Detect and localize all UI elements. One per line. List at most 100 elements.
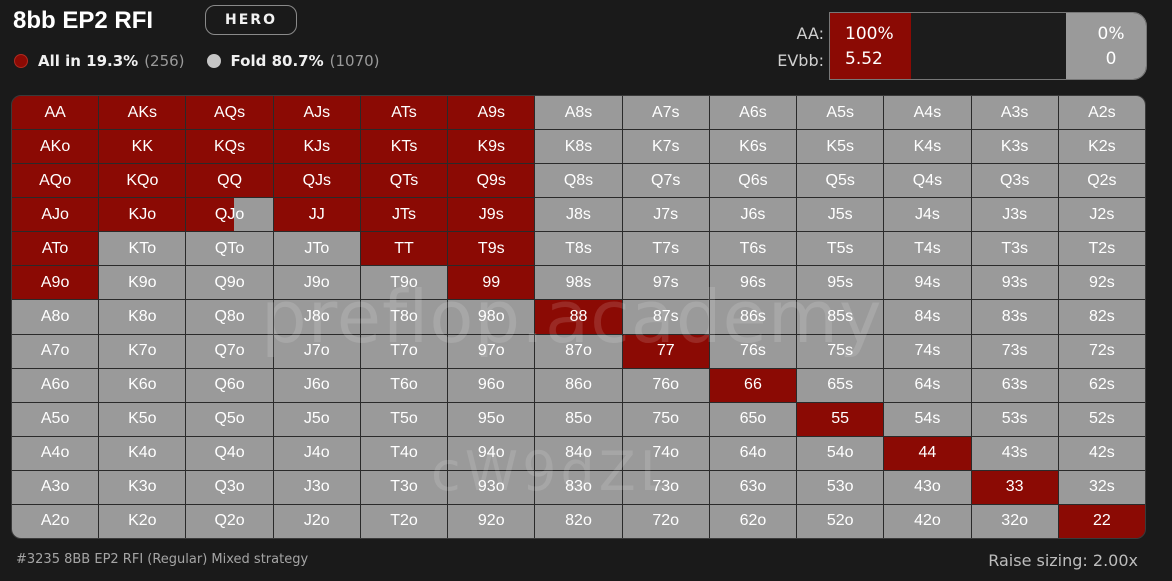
hand-cell-87o[interactable]: 87o (535, 334, 622, 368)
hand-cell-t7o[interactable]: T7o (360, 334, 448, 368)
hand-cell-j3s[interactable]: J3s (971, 198, 1058, 232)
hand-cell-j9s[interactable]: J9s (448, 198, 535, 232)
hand-cell-k6o[interactable]: K6o (99, 368, 186, 402)
hand-cell-54o[interactable]: 54o (797, 436, 884, 470)
hand-cell-a3s[interactable]: A3s (971, 96, 1058, 130)
hand-cell-85s[interactable]: 85s (797, 300, 884, 334)
hand-cell-q5o[interactable]: Q5o (186, 402, 273, 436)
hand-cell-64s[interactable]: 64s (884, 368, 971, 402)
hand-cell-j8o[interactable]: J8o (273, 300, 360, 334)
hand-cell-74s[interactable]: 74s (884, 334, 971, 368)
hand-cell-32o[interactable]: 32o (971, 504, 1058, 538)
hand-cell-kqs[interactable]: KQs (186, 130, 273, 164)
hand-cell-73o[interactable]: 73o (622, 470, 709, 504)
hand-cell-33[interactable]: 33 (971, 470, 1058, 504)
hand-cell-k7o[interactable]: K7o (99, 334, 186, 368)
hand-cell-q9o[interactable]: Q9o (186, 266, 273, 300)
hand-cell-t7s[interactable]: T7s (622, 232, 709, 266)
hand-cell-96o[interactable]: 96o (448, 368, 535, 402)
hand-cell-t2o[interactable]: T2o (360, 504, 448, 538)
hand-cell-83s[interactable]: 83s (971, 300, 1058, 334)
hand-cell-88[interactable]: 88 (535, 300, 622, 334)
hand-cell-q6s[interactable]: Q6s (709, 164, 797, 198)
hand-cell-jj[interactable]: JJ (273, 198, 360, 232)
hand-cell-qjo[interactable]: QJo (186, 198, 273, 232)
hand-cell-66[interactable]: 66 (709, 368, 797, 402)
hand-cell-t6s[interactable]: T6s (709, 232, 797, 266)
hand-cell-j3o[interactable]: J3o (273, 470, 360, 504)
hand-cell-53o[interactable]: 53o (797, 470, 884, 504)
hand-cell-k4o[interactable]: K4o (99, 436, 186, 470)
hand-cell-j7s[interactable]: J7s (622, 198, 709, 232)
hand-cell-t3o[interactable]: T3o (360, 470, 448, 504)
hand-cell-76o[interactable]: 76o (622, 368, 709, 402)
hand-cell-72o[interactable]: 72o (622, 504, 709, 538)
hand-cell-64o[interactable]: 64o (709, 436, 797, 470)
hand-cell-44[interactable]: 44 (884, 436, 971, 470)
hand-cell-k8s[interactable]: K8s (535, 130, 622, 164)
hand-cell-a6o[interactable]: A6o (12, 368, 99, 402)
hand-cell-63s[interactable]: 63s (971, 368, 1058, 402)
hand-cell-a3o[interactable]: A3o (12, 470, 99, 504)
hand-cell-a5o[interactable]: A5o (12, 402, 99, 436)
hand-cell-ato[interactable]: ATo (12, 232, 99, 266)
hand-cell-ajo[interactable]: AJo (12, 198, 99, 232)
hand-cell-t8s[interactable]: T8s (535, 232, 622, 266)
hand-cell-q4s[interactable]: Q4s (884, 164, 971, 198)
hand-cell-t5s[interactable]: T5s (797, 232, 884, 266)
hand-cell-j5s[interactable]: J5s (797, 198, 884, 232)
hand-cell-j2s[interactable]: J2s (1058, 198, 1145, 232)
hand-cell-aa[interactable]: AA (12, 96, 99, 130)
hand-cell-86s[interactable]: 86s (709, 300, 797, 334)
hand-cell-jto[interactable]: JTo (273, 232, 360, 266)
hand-cell-94s[interactable]: 94s (884, 266, 971, 300)
hand-cell-87s[interactable]: 87s (622, 300, 709, 334)
hand-cell-94o[interactable]: 94o (448, 436, 535, 470)
hand-cell-t2s[interactable]: T2s (1058, 232, 1145, 266)
hand-cell-qjs[interactable]: QJs (273, 164, 360, 198)
hand-cell-84o[interactable]: 84o (535, 436, 622, 470)
hand-cell-kk[interactable]: KK (99, 130, 186, 164)
hand-cell-k6s[interactable]: K6s (709, 130, 797, 164)
hand-cell-q8s[interactable]: Q8s (535, 164, 622, 198)
hand-cell-j4o[interactable]: J4o (273, 436, 360, 470)
hand-cell-65s[interactable]: 65s (797, 368, 884, 402)
hand-cell-82s[interactable]: 82s (1058, 300, 1145, 334)
hand-cell-a4s[interactable]: A4s (884, 96, 971, 130)
hand-cell-a7o[interactable]: A7o (12, 334, 99, 368)
hand-cell-t5o[interactable]: T5o (360, 402, 448, 436)
hand-cell-t8o[interactable]: T8o (360, 300, 448, 334)
hand-cell-55[interactable]: 55 (797, 402, 884, 436)
hand-cell-52o[interactable]: 52o (797, 504, 884, 538)
hand-cell-aks[interactable]: AKs (99, 96, 186, 130)
hand-cell-74o[interactable]: 74o (622, 436, 709, 470)
hand-cell-k8o[interactable]: K8o (99, 300, 186, 334)
hand-cell-q8o[interactable]: Q8o (186, 300, 273, 334)
hand-cell-ats[interactable]: ATs (360, 96, 448, 130)
hand-cell-72s[interactable]: 72s (1058, 334, 1145, 368)
hand-cell-q2o[interactable]: Q2o (186, 504, 273, 538)
hand-cell-q3s[interactable]: Q3s (971, 164, 1058, 198)
hand-cell-k9s[interactable]: K9s (448, 130, 535, 164)
hand-cell-k4s[interactable]: K4s (884, 130, 971, 164)
hand-cell-43s[interactable]: 43s (971, 436, 1058, 470)
hand-cell-ajs[interactable]: AJs (273, 96, 360, 130)
hand-cell-j7o[interactable]: J7o (273, 334, 360, 368)
hand-cell-j4s[interactable]: J4s (884, 198, 971, 232)
hand-cell-a9o[interactable]: A9o (12, 266, 99, 300)
hand-cell-62o[interactable]: 62o (709, 504, 797, 538)
hand-cell-q5s[interactable]: Q5s (797, 164, 884, 198)
hand-cell-32s[interactable]: 32s (1058, 470, 1145, 504)
hand-cell-t9o[interactable]: T9o (360, 266, 448, 300)
hand-cell-22[interactable]: 22 (1058, 504, 1145, 538)
hand-cell-t4s[interactable]: T4s (884, 232, 971, 266)
hand-cell-a8s[interactable]: A8s (535, 96, 622, 130)
hand-cell-qto[interactable]: QTo (186, 232, 273, 266)
hand-cell-k2o[interactable]: K2o (99, 504, 186, 538)
hand-cell-76s[interactable]: 76s (709, 334, 797, 368)
hand-cell-98s[interactable]: 98s (535, 266, 622, 300)
hand-cell-82o[interactable]: 82o (535, 504, 622, 538)
hand-cell-97o[interactable]: 97o (448, 334, 535, 368)
hand-cell-k3s[interactable]: K3s (971, 130, 1058, 164)
hand-cell-k2s[interactable]: K2s (1058, 130, 1145, 164)
